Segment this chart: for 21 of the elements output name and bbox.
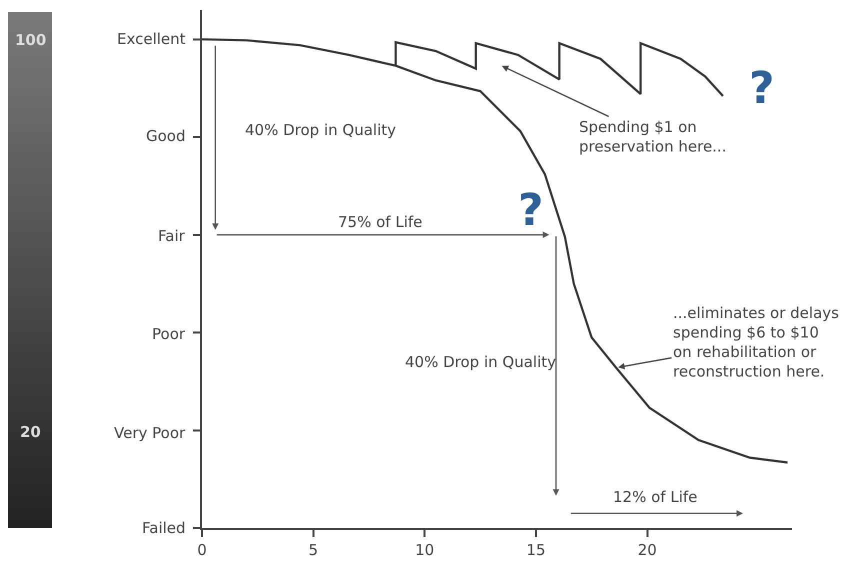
text: Poor	[152, 325, 186, 343]
x-tick-label: 15	[526, 541, 546, 559]
annotation: ?	[749, 63, 775, 114]
text: Very Poor	[114, 424, 186, 442]
text: Failed	[142, 519, 186, 537]
text: 20	[20, 423, 41, 441]
text: Excellent	[117, 30, 186, 48]
annotation: ?	[518, 185, 544, 236]
text: 100	[15, 31, 46, 49]
x-tick-label: 5	[308, 541, 318, 559]
text: Fair	[158, 227, 186, 245]
annotation: 12% of Life	[613, 488, 698, 506]
annotation: 75% of Life	[338, 213, 422, 231]
annotation: ...eliminates or delays spending $6 to $10 on rehabilitation or reconstruction here.	[673, 304, 840, 380]
annotation: Spending $1 on preservation here...	[579, 118, 726, 156]
x-tick-label: 20	[638, 541, 657, 559]
text: Good	[146, 127, 186, 145]
annotation: 40% Drop in Quality	[405, 353, 556, 371]
annotation: 40% Drop in Quality	[245, 121, 396, 139]
x-tick-label: 0	[197, 541, 207, 559]
x-tick-label: 10	[415, 541, 434, 559]
